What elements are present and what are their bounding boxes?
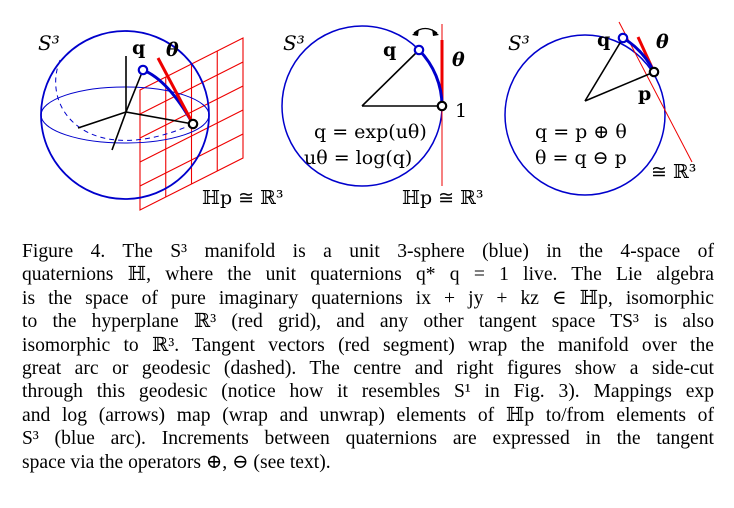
equator-back bbox=[40, 86, 210, 116]
arrow-head-left bbox=[412, 29, 419, 36]
left-panel: S³ q θ ℍp ≅ ℝ³ bbox=[38, 30, 284, 211]
caption-line: and log (arrows) map (wrap and unwrap) e… bbox=[22, 404, 714, 426]
center-point-label: q bbox=[383, 39, 396, 61]
equator-front bbox=[40, 114, 210, 144]
axes bbox=[77, 56, 194, 151]
caption-line: isomorphic to ℝ³. Tangent vectors (red s… bbox=[22, 334, 714, 356]
caption-line: Figure 4. The S³ manifold is a unit 3-sp… bbox=[22, 241, 714, 262]
caption-line: space via the operators ⊕, ⊖ (see text). bbox=[22, 451, 331, 473]
radii bbox=[361, 49, 442, 107]
caption-line: quaternions ℍ, where the unit quaternion… bbox=[22, 264, 714, 286]
radii bbox=[584, 37, 655, 102]
right-plane-label: ≅ ℝ³ bbox=[651, 161, 696, 183]
figure-caption: Figure 4. The S³ manifold is a unit 3-sp… bbox=[22, 240, 714, 474]
caption-line: great arc or geodesic (dashed). The cent… bbox=[22, 358, 714, 380]
point-origin bbox=[187, 118, 199, 130]
manifold-arc bbox=[417, 48, 444, 107]
figure-panels: S³ q θ ℍp ≅ ℝ³ S³ q θ 1 q = exp(uθ) uθ =… bbox=[0, 0, 734, 232]
right-panel: S³ q θ p q = p ⊕ θ θ = q ⊖ p ≅ ℝ³ bbox=[504, 21, 696, 196]
point-q bbox=[413, 44, 425, 56]
center-vector-label: θ bbox=[452, 49, 465, 71]
caption-line: to the hyperplane ℝ³ (red grid), and any… bbox=[22, 311, 714, 333]
right-point-label: q bbox=[597, 29, 610, 51]
point-one bbox=[436, 100, 448, 112]
left-point-label: q bbox=[132, 37, 145, 59]
arrow-head-right bbox=[432, 29, 439, 36]
center-panel: S³ q θ 1 q = exp(uθ) uθ = log(q) ℍp ≅ ℝ³ bbox=[281, 24, 484, 209]
left-vector-label: θ bbox=[166, 39, 179, 61]
right-eq-plus: q = p ⊕ θ bbox=[535, 121, 627, 143]
right-vector-label: θ bbox=[656, 31, 669, 53]
right-manifold-label: S³ bbox=[508, 31, 530, 55]
circle-outline bbox=[504, 34, 666, 196]
caption-line: is the space of pure imaginary quaternio… bbox=[22, 287, 714, 309]
caption-line: S³ (blue arc). Increments between quater… bbox=[22, 428, 714, 450]
left-manifold-label: S³ bbox=[38, 31, 60, 55]
point-q bbox=[137, 64, 149, 76]
point-p bbox=[648, 66, 660, 78]
center-origin-label: 1 bbox=[455, 100, 467, 122]
center-plane-label: ℍp ≅ ℝ³ bbox=[402, 187, 484, 209]
center-eq-exp: q = exp(uθ) bbox=[314, 121, 427, 143]
left-plane-label: ℍp ≅ ℝ³ bbox=[202, 187, 284, 209]
caption-line: through this geodesic (notice how it res… bbox=[22, 381, 714, 403]
tangent-plane-grid bbox=[139, 37, 244, 211]
right-base-label: p bbox=[638, 83, 651, 105]
geodesic-dashed bbox=[55, 59, 194, 141]
right-eq-minus: θ = q ⊖ p bbox=[535, 147, 627, 169]
tangent-vector bbox=[156, 57, 195, 125]
center-eq-log: uθ = log(q) bbox=[304, 147, 412, 169]
point-q bbox=[617, 32, 629, 44]
center-manifold-label: S³ bbox=[283, 31, 305, 55]
